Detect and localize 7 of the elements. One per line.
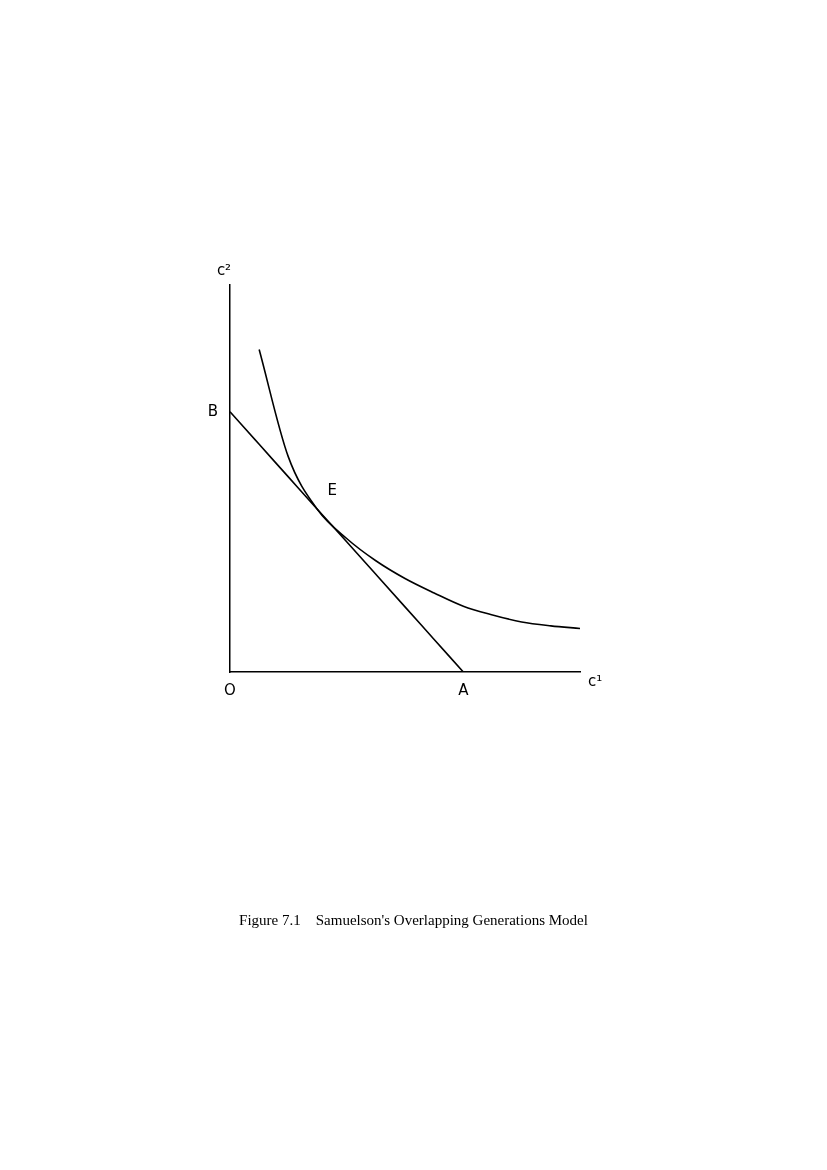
x-tick-label: A [458,680,470,699]
x-axis-title: c¹ [588,671,603,690]
x-tick-label: O [224,680,236,699]
text: B [207,401,218,420]
text: Figure 7.1 Samuelson's Overlapping Generations Model [238,912,589,929]
y-axis-title: c² [216,260,232,279]
annotation: E [327,481,337,500]
